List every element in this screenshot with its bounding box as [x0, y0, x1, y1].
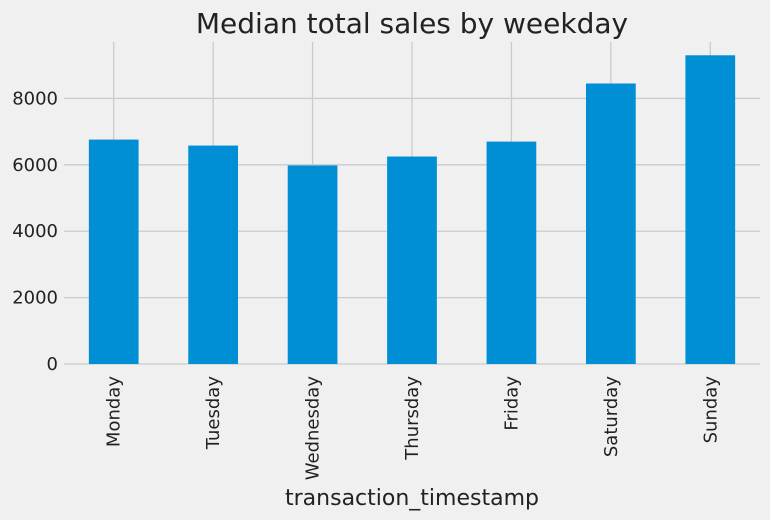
y-tick-label: 6000 [12, 155, 58, 176]
y-tick-labels: 0 2000 4000 6000 8000 [12, 88, 58, 375]
bar-tuesday [188, 146, 238, 364]
x-tick-label: Monday [104, 376, 125, 447]
x-tick-label: Thursday [402, 376, 423, 461]
bar-friday [487, 142, 537, 364]
y-tick-label: 0 [47, 354, 58, 375]
x-tick-label: Sunday [700, 376, 721, 444]
x-tick-labels: Monday Tuesday Wednesday Thursday Friday Satu… [104, 376, 722, 481]
y-tick-label: 8000 [12, 88, 58, 109]
bar-wednesday [288, 165, 338, 364]
y-tick-label: 2000 [12, 288, 58, 309]
chart-title: Median total sales by weekday [196, 7, 628, 40]
bar-sunday [685, 55, 735, 364]
x-tick-label: Friday [501, 376, 522, 431]
bar-thursday [387, 157, 437, 364]
bar-monday [89, 140, 139, 364]
y-tick-label: 4000 [12, 221, 58, 242]
x-tick-label: Tuesday [203, 376, 224, 451]
x-tick-label: Saturday [601, 376, 622, 457]
x-axis-label: transaction_timestamp [285, 486, 539, 511]
bar-saturday [586, 83, 636, 364]
x-tick-label: Wednesday [303, 376, 324, 481]
